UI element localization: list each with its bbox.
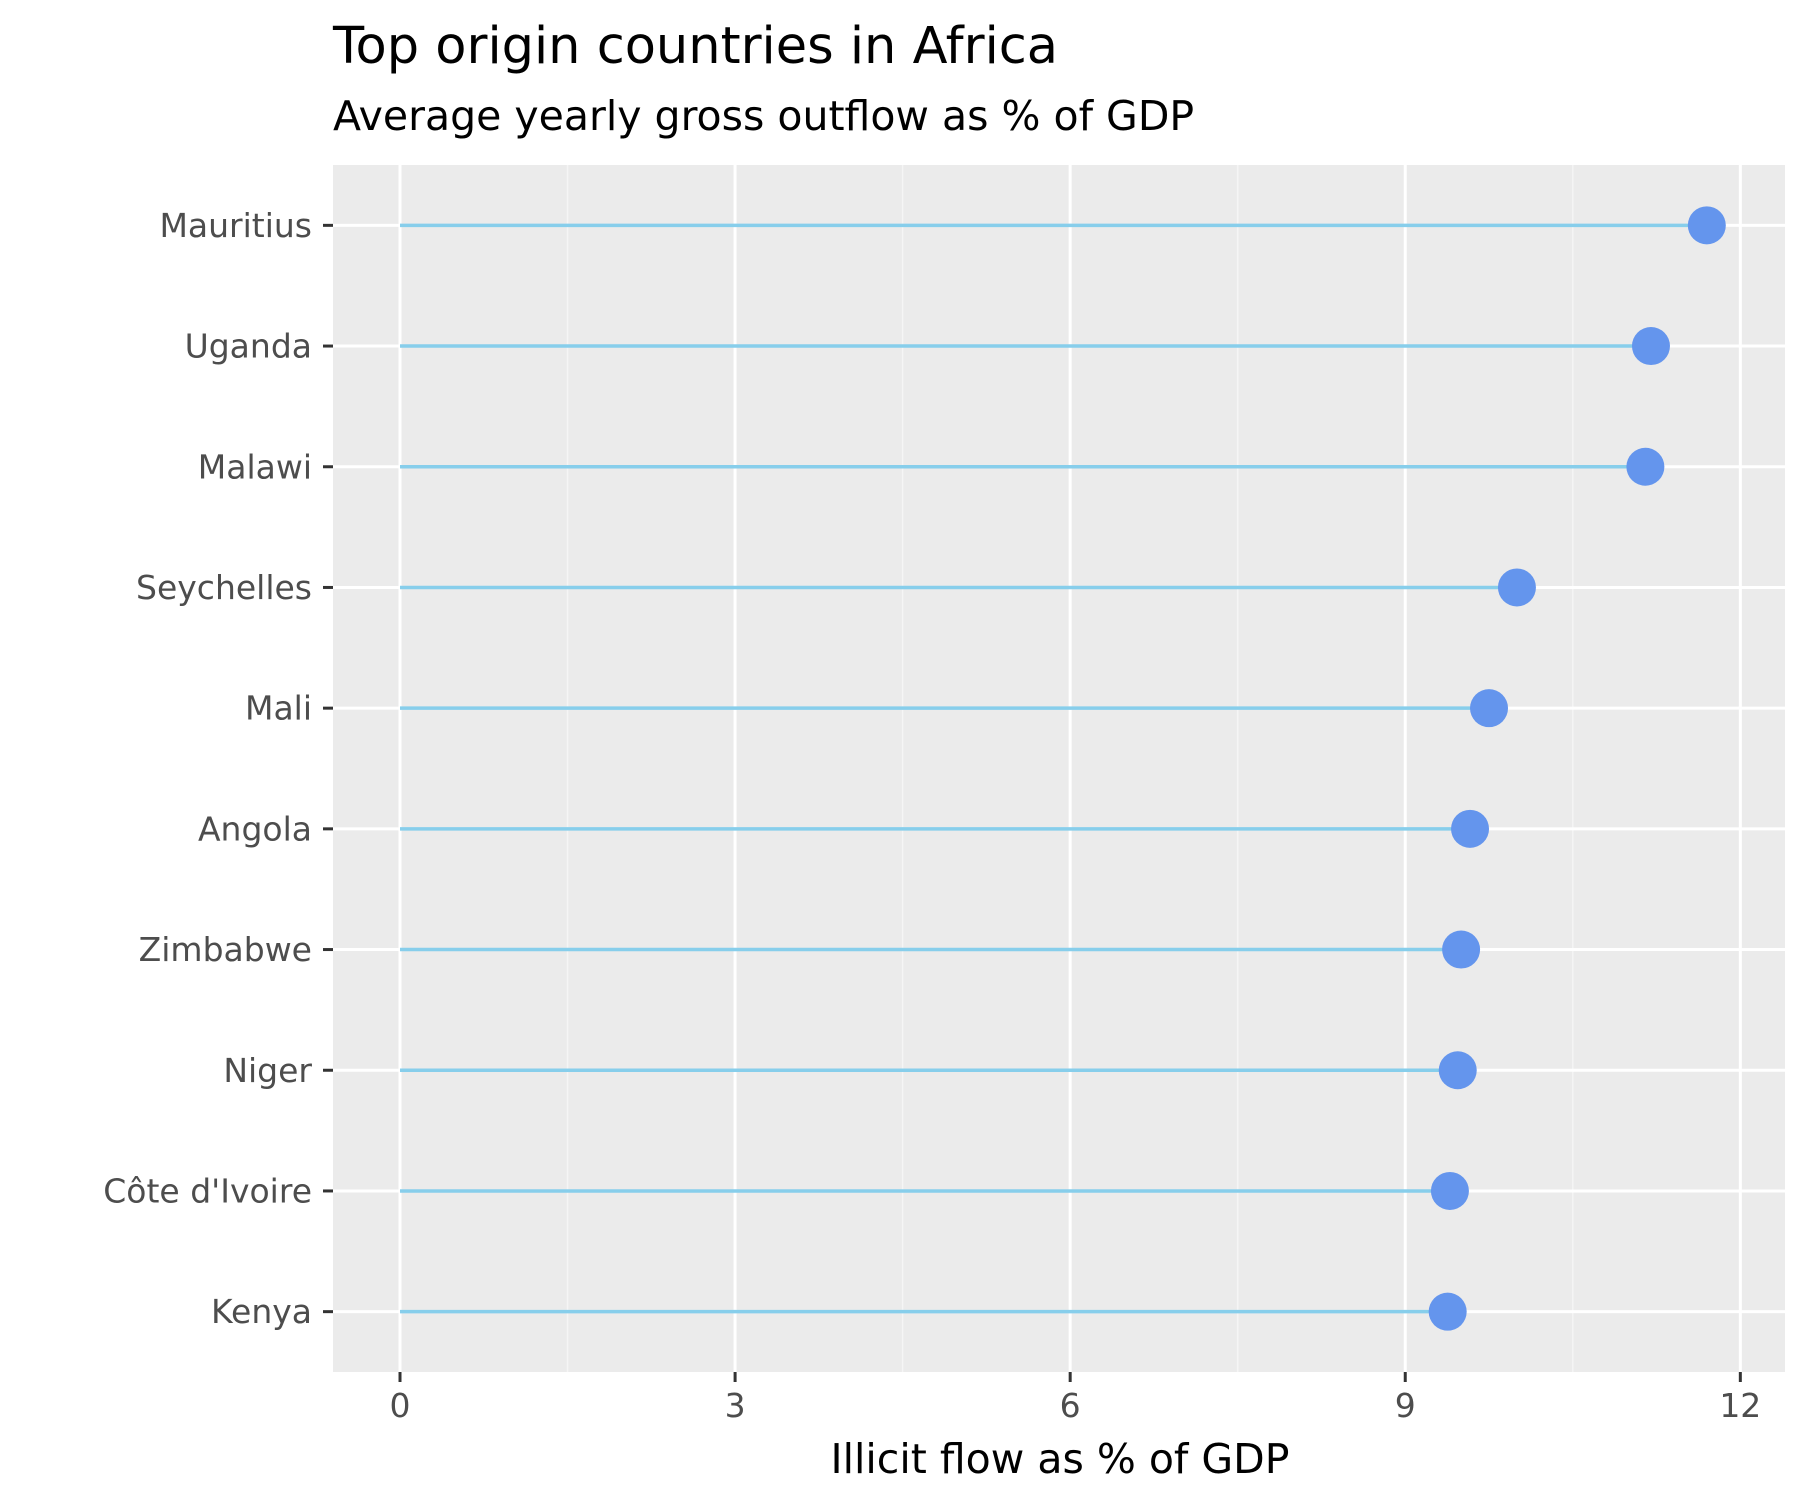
y-tick-label: Mali (245, 689, 312, 728)
chart-title: Top origin countries in Africa (332, 17, 1058, 76)
data-point (1497, 568, 1536, 607)
y-tick-label: Seychelles (136, 568, 312, 607)
x-tick-label: 6 (1060, 1386, 1081, 1425)
y-tick-label: Mauritius (159, 206, 312, 245)
x-axis-title: Illicit flow as % of GDP (831, 1435, 1290, 1483)
x-tick-label: 3 (725, 1386, 746, 1425)
data-point (1687, 206, 1726, 245)
panel-background (333, 165, 1785, 1372)
y-tick-label: Niger (223, 1051, 312, 1090)
y-tick-label: Kenya (211, 1292, 312, 1331)
data-point (1428, 1292, 1467, 1331)
y-tick-label: Malawi (198, 447, 312, 486)
y-tick-label: Zimbabwe (139, 930, 312, 969)
x-tick-label: 0 (390, 1386, 411, 1425)
plot-area: Mauritius Uganda Malawi Seychelles Mali Angol… (103, 165, 1785, 1425)
data-point (1626, 447, 1665, 486)
chart-subtitle: Average yearly gross outflow as % of GDP (333, 92, 1194, 140)
data-point (1430, 1171, 1469, 1210)
data-point (1438, 1051, 1477, 1090)
data-point (1442, 930, 1481, 969)
y-tick-label: Côte d'Ivoire (103, 1171, 312, 1210)
x-tick-label: 12 (1719, 1386, 1761, 1425)
data-point (1451, 809, 1490, 848)
data-point (1470, 689, 1509, 728)
y-tick-label: Uganda (185, 327, 312, 366)
x-tick-label: 9 (1395, 1386, 1416, 1425)
y-tick-label: Angola (198, 809, 312, 848)
data-point (1631, 327, 1670, 366)
